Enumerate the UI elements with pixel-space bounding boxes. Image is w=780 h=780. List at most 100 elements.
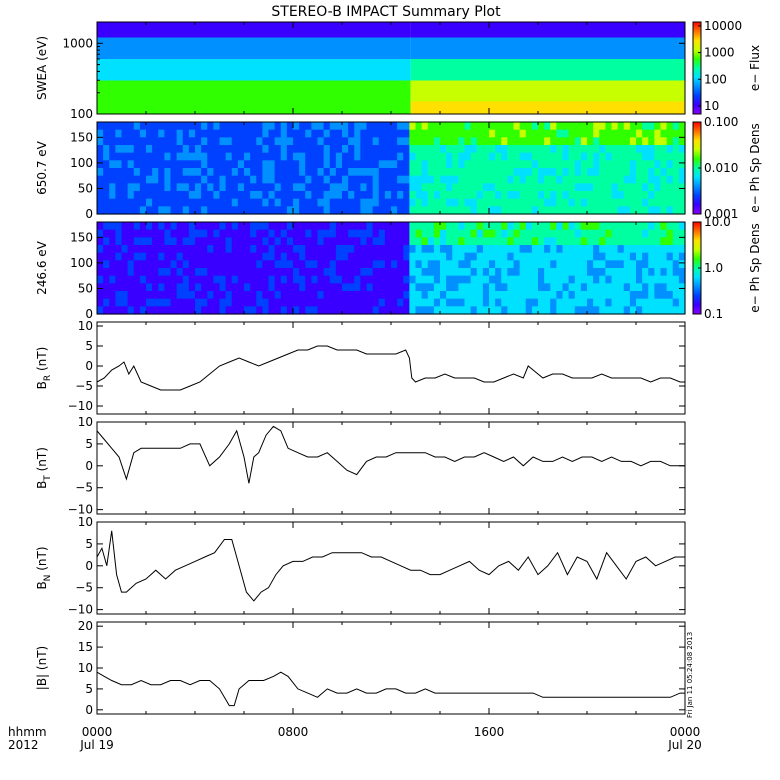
heatmap-cell bbox=[458, 175, 466, 184]
heatmap-cell bbox=[464, 206, 472, 215]
heatmap-cell bbox=[427, 283, 435, 292]
heatmap-cell bbox=[525, 291, 533, 300]
heatmap-cell bbox=[115, 291, 123, 300]
heatmap-cell bbox=[109, 291, 116, 300]
heatmap-cell bbox=[146, 122, 153, 131]
heatmap-cell bbox=[305, 168, 312, 177]
heatmap-cell bbox=[672, 222, 680, 231]
heatmap-cell bbox=[458, 145, 466, 154]
heatmap-cell bbox=[531, 168, 539, 177]
heatmap-cell bbox=[293, 252, 300, 261]
heatmap-cell bbox=[605, 268, 613, 277]
heatmap-cell bbox=[305, 229, 312, 238]
heatmap-cell bbox=[207, 275, 214, 284]
heatmap-cell bbox=[121, 268, 129, 277]
heatmap-cell bbox=[188, 291, 196, 300]
heatmap-cell bbox=[519, 183, 527, 192]
heatmap-cell bbox=[446, 291, 453, 300]
heatmap-cell bbox=[121, 160, 129, 169]
heatmap-cell bbox=[103, 252, 110, 261]
heatmap-cell bbox=[274, 275, 282, 284]
heatmap-cell bbox=[599, 268, 606, 277]
heatmap-cell bbox=[103, 160, 110, 169]
heatmap-cell bbox=[403, 206, 410, 215]
heatmap-cell bbox=[121, 198, 129, 207]
heatmap-cell bbox=[115, 252, 123, 261]
heatmap-cell bbox=[666, 160, 674, 169]
heatmap-cell bbox=[403, 298, 410, 307]
heatmap-cell bbox=[470, 191, 478, 200]
heatmap-cell bbox=[550, 145, 557, 154]
heatmap-cell bbox=[268, 306, 276, 315]
heatmap-cell bbox=[280, 152, 288, 161]
heatmap-cell bbox=[629, 275, 637, 284]
heatmap-cell bbox=[501, 168, 508, 177]
heatmap-cell bbox=[244, 152, 251, 161]
heatmap-cell bbox=[195, 298, 202, 307]
heatmap-cell bbox=[378, 245, 386, 254]
heatmap-cell bbox=[109, 222, 116, 231]
heatmap-cell bbox=[415, 198, 423, 207]
heatmap-cell bbox=[293, 275, 300, 284]
heatmap-cell bbox=[421, 275, 429, 284]
heatmap-cell bbox=[580, 198, 588, 207]
heatmap-cell bbox=[427, 160, 435, 169]
heatmap-cell bbox=[617, 198, 625, 207]
heatmap-cell bbox=[231, 237, 239, 246]
heatmap-cell bbox=[237, 152, 245, 161]
heatmap-cell bbox=[587, 145, 594, 154]
heatmap-cell bbox=[360, 252, 368, 261]
heatmap-cell bbox=[629, 183, 637, 192]
heatmap-cell bbox=[519, 129, 527, 138]
heatmap-cell bbox=[427, 275, 435, 284]
heatmap-cell bbox=[262, 252, 270, 261]
heatmap-cell bbox=[476, 306, 484, 315]
heatmap-cell bbox=[195, 160, 202, 169]
heatmap-cell bbox=[225, 245, 233, 254]
heatmap-cell bbox=[188, 298, 196, 307]
heatmap-cell bbox=[599, 252, 606, 261]
heatmap-cell bbox=[531, 175, 539, 184]
heatmap-cell bbox=[256, 268, 263, 277]
heatmap-cell bbox=[452, 191, 459, 200]
heatmap-cell bbox=[237, 298, 245, 307]
heatmap-cell bbox=[654, 229, 662, 238]
heatmap-cell bbox=[464, 129, 472, 138]
heatmap-cell bbox=[348, 137, 355, 146]
heatmap-cell bbox=[378, 306, 386, 315]
heatmap-cell bbox=[170, 191, 178, 200]
colorbar-tick-label: 10.0 bbox=[704, 215, 731, 229]
heatmap-cell bbox=[513, 229, 521, 238]
heatmap-cell bbox=[384, 229, 392, 238]
heatmap-cell bbox=[470, 252, 478, 261]
heatmap-cell bbox=[587, 183, 594, 192]
heatmap-cell bbox=[458, 237, 466, 246]
heatmap-cell bbox=[409, 275, 417, 284]
heatmap-cell bbox=[250, 222, 257, 231]
heatmap-cell bbox=[274, 152, 282, 161]
heatmap-cell bbox=[519, 160, 527, 169]
heatmap-cell bbox=[342, 291, 349, 300]
heatmap-cell bbox=[127, 206, 135, 215]
heatmap-cell bbox=[501, 152, 508, 161]
y-label-subscript: R bbox=[43, 375, 53, 381]
heatmap-cell bbox=[103, 191, 110, 200]
heatmap-cell bbox=[617, 275, 625, 284]
heatmap-cell bbox=[139, 283, 147, 292]
heatmap-cell bbox=[213, 175, 221, 184]
heatmap-cell bbox=[299, 222, 306, 231]
x-tick-label: 1600 bbox=[474, 725, 505, 739]
heatmap-cell bbox=[207, 306, 214, 315]
heatmap-cell bbox=[311, 306, 319, 315]
heatmap-cell bbox=[305, 160, 312, 169]
heatmap-cell bbox=[611, 191, 619, 200]
heatmap-cell bbox=[311, 137, 319, 146]
heatmap-cell bbox=[170, 298, 178, 307]
heatmap-cell bbox=[213, 291, 221, 300]
heatmap-cell bbox=[323, 298, 331, 307]
heatmap-cell bbox=[666, 152, 674, 161]
heatmap-cell bbox=[433, 268, 441, 277]
heatmap-cell bbox=[182, 122, 190, 131]
heatmap-cell bbox=[97, 237, 104, 246]
